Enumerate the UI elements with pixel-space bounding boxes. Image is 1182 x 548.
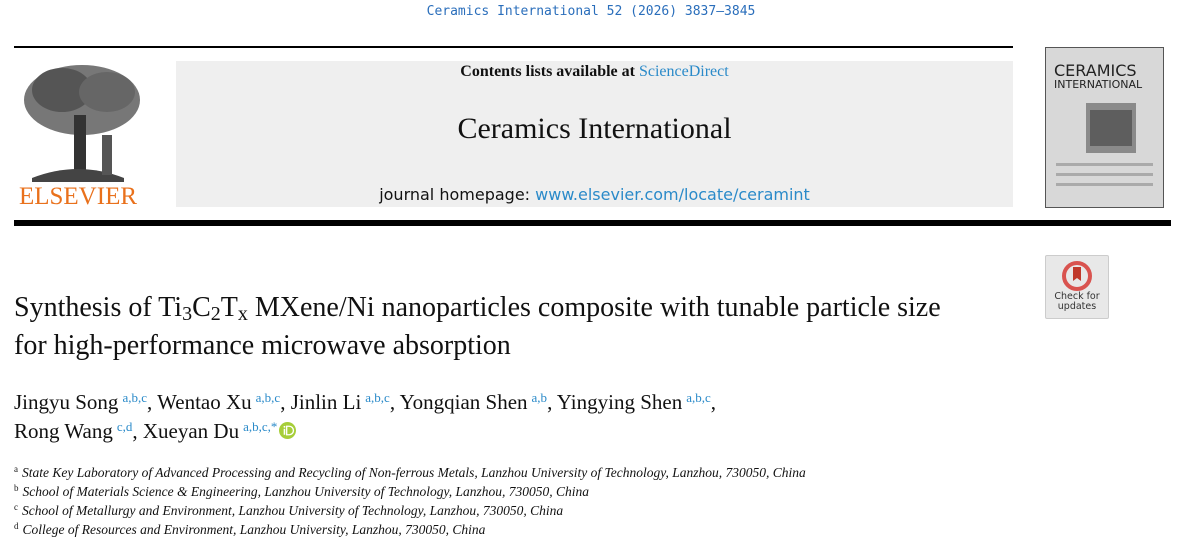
corresponding-mark: * xyxy=(270,419,278,434)
author-name: Jingyu Song xyxy=(14,390,119,414)
author-name: Rong Wang xyxy=(14,419,113,443)
author: Jingyu Song a,b,c, xyxy=(14,390,157,414)
affiliation: b School of Materials Science & Engineeri… xyxy=(14,482,806,501)
affiliation: a State Key Laboratory of Advanced Proces… xyxy=(14,463,806,482)
check-updates-line[interactable]: Check for xyxy=(1054,291,1100,302)
cover-title: CERAMICS INTERNATIONAL xyxy=(1054,62,1142,91)
homepage-line: journal homepage: www.elsevier.com/locat… xyxy=(176,185,1013,204)
affiliation: c School of Metallurgy and Environment, L… xyxy=(14,501,806,520)
affiliation-label: d xyxy=(14,521,19,531)
author-separator: , xyxy=(547,390,553,414)
affiliation-text: School of Metallurgy and Environment, La… xyxy=(22,503,564,518)
affiliation: d College of Resources and Environment, L… xyxy=(14,520,806,539)
title-subscript: x xyxy=(237,303,248,325)
affiliation-list: a State Key Laboratory of Advanced Proces… xyxy=(14,463,806,539)
publisher-name: ELSEVIER xyxy=(18,183,138,210)
author-name: Wentao Xu xyxy=(157,390,252,414)
rule xyxy=(14,220,1171,226)
check-updates-icon xyxy=(1062,261,1092,291)
affiliation-text: State Key Laboratory of Advanced Process… xyxy=(22,465,806,480)
journal-name: Ceramics International xyxy=(457,112,732,145)
title-text: MXene/Ni nanoparticles composite with tu… xyxy=(14,292,941,361)
cover-title-line: INTERNATIONAL xyxy=(1054,78,1143,91)
author-name: Yingying Shen xyxy=(556,390,683,414)
author-separator: , xyxy=(280,390,286,414)
title-text: C xyxy=(192,292,211,323)
publisher-logo xyxy=(24,65,140,182)
check-updates-badge[interactable] xyxy=(1045,255,1109,319)
author: Jinlin Li a,b,c, xyxy=(291,390,400,414)
author: Wentao Xu a,b,c, xyxy=(157,390,291,414)
author-name: Jinlin Li xyxy=(290,390,362,414)
author-affiliations: a,b xyxy=(531,390,548,405)
homepage-link[interactable]: www.elsevier.com/locate/ceramint xyxy=(535,185,810,204)
author-affiliations: a,b,c,* xyxy=(243,419,278,434)
contents-line: Contents lists available at ScienceDirec… xyxy=(176,63,1013,81)
affiliation-text: College of Resources and Environment, La… xyxy=(22,522,486,537)
title-text: Synthesis of Ti xyxy=(14,292,183,323)
author: Yongqian Shen a,b, xyxy=(400,390,557,414)
author-separator: , xyxy=(132,419,138,443)
author: Yingying Shen a,b,c, xyxy=(557,390,716,414)
affiliation-label: b xyxy=(14,483,19,493)
author-separator: , xyxy=(389,390,396,414)
author-affiliations: a,b,c xyxy=(686,390,711,405)
title-subscript: 2 xyxy=(210,303,221,325)
cover-title-line: CERAMICS xyxy=(1054,61,1137,80)
author-affiliations: c,d xyxy=(116,419,133,434)
author-separator: , xyxy=(146,390,153,414)
homepage-prefix: journal homepage: xyxy=(379,185,531,204)
cover-art xyxy=(1056,103,1153,186)
sciencedirect-link[interactable]: ScienceDirect xyxy=(638,63,729,80)
citation: Ceramics International 52 (2026) 3837–38… xyxy=(426,4,756,19)
check-updates-line[interactable]: updates xyxy=(1057,301,1097,312)
title-text: T xyxy=(220,292,238,323)
journal-cover xyxy=(1045,47,1164,208)
orcid-icon[interactable] xyxy=(279,422,297,439)
rule xyxy=(14,46,1013,48)
author-affiliations: a,b,c xyxy=(255,390,281,405)
author-name: Xueyan Du xyxy=(142,419,240,443)
author: Rong Wang c,d, xyxy=(14,419,143,443)
journal-banner xyxy=(176,61,1013,207)
affiliation-label: c xyxy=(14,502,18,512)
affiliation-text: School of Materials Science & Engineerin… xyxy=(22,484,589,499)
author-list: Jingyu Song a,b,c, Wentao Xu a,b,c, Jinlin… xyxy=(14,388,734,446)
affiliation-label: a xyxy=(14,464,18,474)
author: Xueyan Du a,b,c,* xyxy=(143,419,297,443)
author-affiliations: a,b,c xyxy=(122,390,147,405)
article-title: Synthesis of Ti3C2Tx MXene/Ni nanopartic… xyxy=(14,289,974,365)
contents-prefix: Contents lists available at xyxy=(460,63,635,80)
check-updates-text[interactable]: Check for updates xyxy=(1045,292,1109,312)
author-separator: , xyxy=(710,390,717,414)
author-name: Yongqian Shen xyxy=(399,390,528,414)
title-subscript: 3 xyxy=(182,303,193,325)
author-affiliations: a,b,c xyxy=(365,390,390,405)
